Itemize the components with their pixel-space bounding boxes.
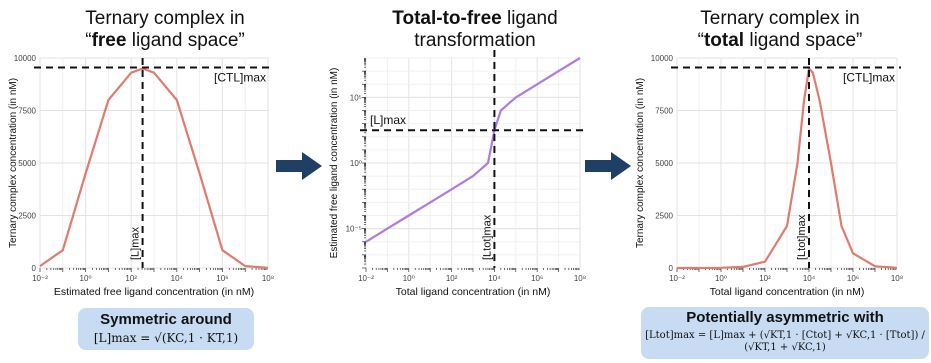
right-title-bold: total: [703, 30, 745, 51]
x-axis-label: Total ligand concentration (in nM): [396, 286, 551, 298]
series-line: [677, 67, 898, 270]
right-title-line1: Ternary complex in: [700, 8, 860, 29]
x-tick-label: 10⁶: [216, 274, 228, 283]
x-tick-label: 10⁸: [262, 274, 274, 283]
x-tick-label: 10⁰: [80, 274, 92, 283]
y-tick-label: 5000: [655, 159, 673, 168]
arrow-shape-left: [276, 152, 322, 180]
y-tick-label: 2500: [18, 212, 36, 221]
series-line: [39, 67, 269, 269]
right-box-formula: [Ltot]max = [L]max + (√KT,1 · [Ctot] + √…: [645, 330, 925, 353]
x-tick-label: 10²: [446, 274, 458, 283]
left-title-bold: free: [91, 30, 127, 51]
hline-label: [CTL]max: [214, 70, 266, 84]
y-tick-label: 7500: [18, 107, 36, 116]
y-axis-label: Estimated free ligand concentration (in …: [329, 68, 340, 259]
x-tick-label: 10⁴: [171, 274, 184, 283]
middle-title-line1: Total-to-free ligand: [360, 8, 590, 30]
x-tick-label: 10⁴: [488, 274, 501, 283]
right-box-heading: Potentially asymmetric with: [686, 309, 884, 326]
x-tick-label: 10⁰: [403, 274, 415, 283]
x-tick-label: 10⁻²: [32, 274, 48, 283]
vline-label: [Ltot]max: [796, 214, 808, 260]
vline-label: [Ltot]max: [481, 214, 493, 260]
panel-title-right: Ternary complex in “total ligand space”: [660, 8, 900, 52]
y-axis-label: Ternary complex concentration (in nM): [635, 78, 646, 248]
right-title-line2: “total ligand space”: [660, 30, 900, 52]
x-tick-label: 10⁻²: [669, 274, 685, 283]
middle-title-bold: Total-to-free: [392, 8, 502, 29]
x-tick-label: 10⁶: [847, 274, 859, 283]
y-tick-label: 7500: [655, 107, 673, 116]
x-tick-label: 10²: [759, 274, 771, 283]
middle-title-rest: ligand: [501, 8, 558, 29]
x-tick-label: 10⁸: [574, 274, 586, 283]
x-tick-label: 10⁶: [531, 274, 543, 283]
right-title-pre: “: [697, 30, 704, 51]
left-title-pre: “: [85, 30, 92, 51]
hline-label: [L]max: [370, 113, 406, 127]
arrow-icon-left: [276, 152, 322, 180]
x-axis-label: Total ligand concentration (in nM): [710, 286, 865, 298]
left-box-heading: Symmetric around: [100, 311, 232, 328]
arrow-shape-right: [585, 152, 631, 180]
y-tick-label: 10⁵: [350, 93, 362, 102]
y-tick-label: 10⁻⁵: [346, 225, 362, 234]
y-tick-label: 10000: [651, 54, 674, 63]
x-axis-label: Estimated free ligand concentration (in …: [54, 286, 254, 298]
arrow-icon-right: [585, 152, 631, 180]
y-tick-label: 10⁰: [350, 159, 362, 168]
panel-title-left: Ternary complex in “free ligand space”: [50, 8, 280, 52]
y-axis-label: Ternary complex concentration (in nM): [8, 78, 19, 248]
y-tick-label: 0: [669, 264, 674, 273]
x-tick-label: 10⁴: [803, 274, 816, 283]
y-tick-label: 5000: [18, 159, 36, 168]
left-title-post: ligand space”: [126, 30, 245, 51]
left-title-line1: Ternary complex in: [85, 8, 245, 29]
middle-title-line2: transformation: [414, 30, 536, 51]
formula-box-right: Potentially asymmetric with [Ltot]max = …: [641, 307, 929, 359]
left-box-formula: [L]max = √(KC,1 · KT,1): [93, 331, 239, 345]
y-tick-label: 2500: [655, 212, 673, 221]
x-tick-label: 10⁰: [715, 274, 727, 283]
panel-title-middle: Total-to-free ligand transformation: [360, 8, 590, 52]
formula-box-left: Symmetric around [L]max = √(KC,1 · KT,1): [78, 308, 254, 350]
vline-label: [L]max: [130, 226, 142, 260]
left-title-line2: “free ligand space”: [50, 30, 280, 52]
y-tick-label: 0: [32, 264, 37, 273]
x-tick-label: 10²: [125, 274, 137, 283]
right-title-post: ligand space”: [744, 30, 863, 51]
y-tick-label: 10000: [14, 54, 37, 63]
x-tick-label: 10⁻²: [358, 274, 374, 283]
x-tick-label: 10⁸: [891, 274, 903, 283]
series-line: [365, 57, 581, 243]
hline-label: [CTL]max: [843, 70, 895, 84]
